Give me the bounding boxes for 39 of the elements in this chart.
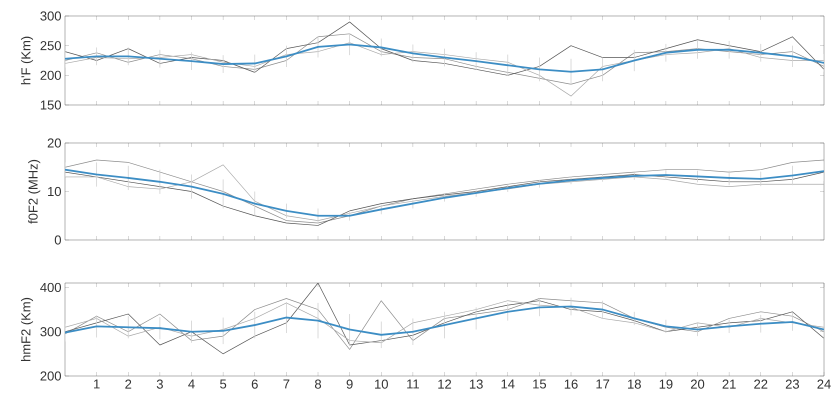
x-tick-label: 19 — [660, 380, 672, 389]
x-tick-label: 1 — [94, 380, 100, 388]
x-tick-label: 2 — [125, 380, 132, 389]
x-tick-label: 6 — [252, 380, 258, 389]
x-tick-label: 20 — [690, 380, 704, 389]
y-tick-label: 150 — [40, 100, 61, 110]
x-tick-label: 11 — [407, 380, 419, 388]
line-series — [65, 172, 824, 226]
x-tick-label: 12 — [438, 380, 452, 389]
y-tick-label: 400 — [40, 282, 61, 292]
x-tick-label: 7 — [283, 380, 290, 388]
x-tick-label: 24 — [817, 380, 831, 389]
y-tick-label: 300 — [40, 327, 61, 336]
x-tick-label: 15 — [533, 380, 546, 389]
y-tick-label: 300 — [40, 11, 61, 21]
line-series — [65, 298, 824, 350]
y-tick-label: 250 — [40, 41, 61, 50]
x-tick-label: 8 — [314, 380, 322, 389]
y-tick-label: 200 — [40, 371, 61, 381]
x-tick-label: 18 — [628, 380, 641, 389]
y-axis-title: hmF2 (Km) — [20, 298, 34, 361]
y-axis-title: f0F2 (MHz) — [28, 160, 40, 224]
x-tick-label: 16 — [564, 380, 578, 389]
x-tick-label: 13 — [470, 380, 483, 389]
x-tick-label: 9 — [346, 380, 353, 389]
y-axis-title: h'F (Km) — [20, 36, 34, 84]
x-tick-label: 14 — [502, 380, 515, 388]
x-tick-label: 3 — [156, 380, 163, 389]
x-tick-label: 21 — [722, 380, 736, 389]
x-tick-label: 4 — [188, 380, 195, 388]
x-tick-label: 17 — [596, 380, 610, 388]
x-tick-label: 22 — [754, 380, 768, 389]
y-tick-label: 20 — [48, 138, 61, 148]
x-tick-label: 10 — [375, 380, 388, 389]
y-tick-label: 0 — [54, 235, 61, 245]
y-tick-label: 10 — [48, 186, 61, 196]
y-tick-label: 200 — [40, 70, 61, 80]
x-tick-label: 23 — [786, 380, 800, 389]
x-tick-label: 5 — [220, 380, 226, 389]
